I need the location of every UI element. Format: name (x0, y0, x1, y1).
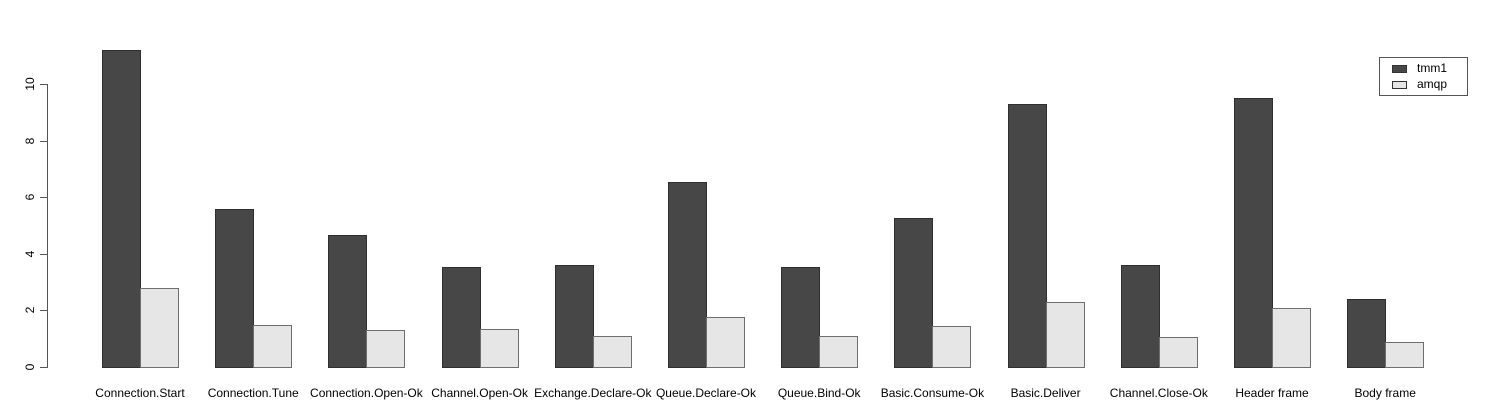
bar-amqp (479, 328, 519, 368)
bar-tmm1 (781, 266, 821, 368)
y-tick-label: 4 (23, 250, 37, 258)
bar-tmm1 (1007, 103, 1047, 368)
x-axis-label: Basic.Deliver (1010, 386, 1081, 400)
bar-amqp (140, 287, 179, 368)
legend-label: amqp (1417, 77, 1448, 91)
x-axis-label: Body frame (1354, 386, 1416, 400)
legend-swatch-icon (1392, 64, 1407, 73)
legend-label: tmm1 (1417, 61, 1447, 75)
legend-swatch-icon (1392, 80, 1407, 89)
bar-tmm1 (554, 265, 594, 368)
bar-amqp (592, 335, 632, 368)
legend-item: tmm1 (1392, 62, 1457, 75)
bar-amqp (1045, 301, 1085, 368)
x-axis-label: Exchange.Declare-Ok (534, 386, 652, 400)
y-tick (40, 367, 47, 368)
bar-amqp (932, 325, 972, 368)
bar-tmm1 (894, 218, 934, 368)
y-tick (40, 197, 47, 199)
bar-amqp (1158, 337, 1198, 368)
x-axis-label: Connection.Start (95, 386, 185, 400)
bar-amqp (706, 317, 745, 368)
bar-amqp (1385, 341, 1425, 368)
y-tick (40, 140, 47, 142)
bar-tmm1 (328, 235, 368, 368)
bar-tmm1 (102, 50, 141, 368)
bar-amqp (253, 324, 293, 368)
y-tick-label: 0 (23, 363, 37, 371)
y-tick-label: 8 (23, 137, 37, 144)
bar-amqp (819, 335, 859, 368)
y-axis (47, 84, 48, 368)
x-axis-label: Header frame (1235, 386, 1309, 400)
legend: tmm1 amqp (1379, 57, 1468, 96)
y-tick (40, 253, 47, 255)
x-axis-label: Connection.Open-Ok (310, 386, 423, 400)
x-axis-label: Queue.Declare-Ok (655, 386, 757, 400)
bar-tmm1 (1120, 265, 1160, 368)
bar-tmm1 (441, 266, 481, 368)
y-tick (40, 310, 47, 312)
x-axis-label: Connection.Tune (207, 386, 299, 400)
bar-tmm1 (1234, 98, 1273, 368)
y-tick (40, 84, 47, 85)
x-axis-label: Basic.Consume-Ok (880, 386, 985, 400)
bar-tmm1 (668, 181, 707, 368)
legend-item: amqp (1392, 78, 1457, 91)
y-tick-label: 6 (23, 193, 37, 201)
bar-amqp (1272, 307, 1311, 368)
bar-amqp (366, 330, 406, 368)
bar-tmm1 (1347, 299, 1387, 368)
y-tick-label: 10 (23, 77, 37, 91)
x-axis-label: Channel.Open-Ok (431, 386, 528, 400)
y-tick-label: 2 (23, 307, 37, 314)
x-axis-label: Queue.Bind-Ok (777, 386, 861, 400)
bar-tmm1 (215, 208, 255, 368)
x-axis-label: Channel.Close-Ok (1109, 386, 1208, 400)
